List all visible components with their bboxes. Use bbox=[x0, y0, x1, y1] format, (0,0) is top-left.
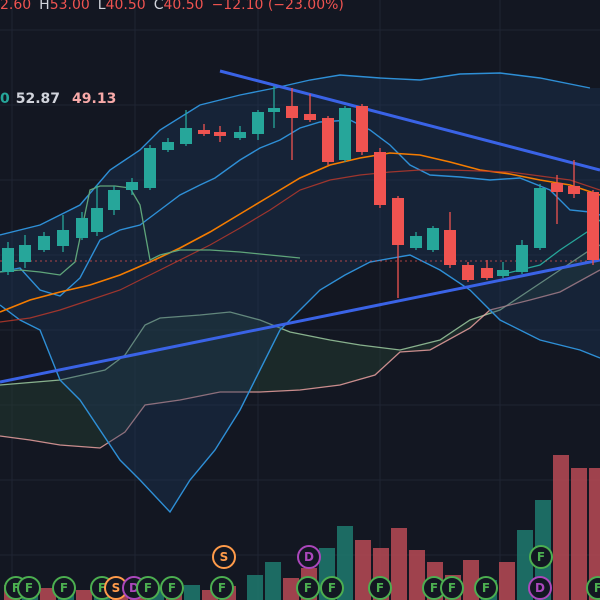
candle-body bbox=[234, 132, 246, 138]
volume-bar bbox=[391, 528, 407, 600]
candle-body bbox=[551, 183, 563, 192]
volume-bar bbox=[76, 590, 92, 600]
marker-f[interactable]: F bbox=[586, 576, 600, 600]
candle-body bbox=[427, 228, 439, 250]
candle-body bbox=[516, 245, 528, 272]
candle-body bbox=[252, 112, 264, 134]
volume-bar bbox=[202, 590, 218, 600]
ichimoku-cloud bbox=[0, 245, 600, 448]
candle-body bbox=[286, 106, 298, 118]
marker-f[interactable]: F bbox=[474, 576, 498, 600]
indicator-value-c: 49.13 bbox=[72, 91, 117, 107]
candle-body bbox=[304, 114, 316, 120]
marker-f[interactable]: F bbox=[160, 576, 184, 600]
open-value: 2.60 bbox=[0, 0, 32, 13]
volume-bar bbox=[247, 575, 263, 600]
band-upper bbox=[0, 72, 591, 236]
candle-body bbox=[587, 192, 599, 260]
candles bbox=[2, 86, 599, 298]
candle-body bbox=[91, 208, 103, 232]
low-value: 40.50 bbox=[105, 0, 146, 13]
upper-trendline bbox=[219, 69, 600, 172]
candle-body bbox=[497, 270, 509, 276]
volume-bar bbox=[589, 468, 600, 600]
band-lower bbox=[0, 254, 600, 514]
candle-body bbox=[19, 245, 31, 262]
indicator-legend: 0 52.87 49.13 bbox=[0, 91, 116, 107]
candle-body bbox=[180, 128, 192, 144]
candle-body bbox=[126, 182, 138, 190]
indicator-value-b: 52.87 bbox=[15, 91, 61, 107]
marker-d[interactable]: D bbox=[528, 576, 552, 600]
ema-line bbox=[0, 152, 600, 313]
candle-body bbox=[2, 248, 14, 272]
high-key: H bbox=[39, 0, 50, 13]
candle-body bbox=[162, 142, 174, 150]
volume-bar bbox=[499, 562, 515, 600]
candle-body bbox=[144, 148, 156, 188]
high-value: 53.00 bbox=[49, 0, 90, 13]
candle-body bbox=[57, 230, 69, 246]
volume-bar bbox=[571, 468, 587, 600]
band-middle bbox=[0, 119, 600, 297]
candle-body bbox=[392, 198, 404, 245]
candle-body bbox=[568, 186, 580, 194]
change-value: −12.10 (−23.00%) bbox=[211, 0, 344, 13]
volume-bar bbox=[283, 578, 299, 600]
candle-body bbox=[444, 230, 456, 265]
candle-body bbox=[462, 265, 474, 280]
close-value: 40.50 bbox=[163, 0, 204, 13]
candle-body bbox=[38, 236, 50, 250]
close-key: C bbox=[153, 0, 164, 13]
marker-f[interactable]: F bbox=[210, 576, 234, 600]
lower-trendline bbox=[0, 258, 600, 384]
candle-body bbox=[322, 118, 334, 162]
marker-f[interactable]: F bbox=[440, 576, 464, 600]
candle-body bbox=[534, 188, 546, 248]
marker-f[interactable]: F bbox=[368, 576, 392, 600]
candle-body bbox=[410, 236, 422, 248]
marker-f[interactable]: F bbox=[136, 576, 160, 600]
candle-body bbox=[374, 152, 386, 205]
volume-bar bbox=[355, 540, 371, 600]
marker-f[interactable]: F bbox=[17, 576, 41, 600]
candle-body bbox=[356, 106, 368, 152]
volume-bar bbox=[409, 550, 425, 600]
candle-body bbox=[481, 268, 493, 278]
volume-bar bbox=[184, 585, 200, 600]
candle-body bbox=[108, 190, 120, 210]
candle-body bbox=[339, 108, 351, 160]
candle-body bbox=[76, 218, 88, 238]
ohlc-legend: 2.60 H53.00 L40.50 C40.50 −12.10 (−23.00%) bbox=[0, 0, 352, 13]
volume-bar bbox=[265, 562, 281, 600]
indicator-value-a: 0 bbox=[0, 91, 10, 107]
marker-f[interactable]: F bbox=[529, 545, 553, 569]
marker-d[interactable]: D bbox=[297, 545, 321, 569]
cloud-line-a bbox=[0, 244, 600, 386]
volume-bar bbox=[553, 455, 569, 600]
marker-f[interactable]: F bbox=[320, 576, 344, 600]
candle-body bbox=[214, 132, 226, 136]
low-key: L bbox=[97, 0, 106, 13]
marker-f[interactable]: F bbox=[296, 576, 320, 600]
marker-f[interactable]: F bbox=[52, 576, 76, 600]
candle-body bbox=[198, 130, 210, 134]
marker-s[interactable]: S bbox=[212, 545, 236, 569]
candle-body bbox=[268, 108, 280, 112]
slow-ma-line bbox=[0, 169, 600, 323]
